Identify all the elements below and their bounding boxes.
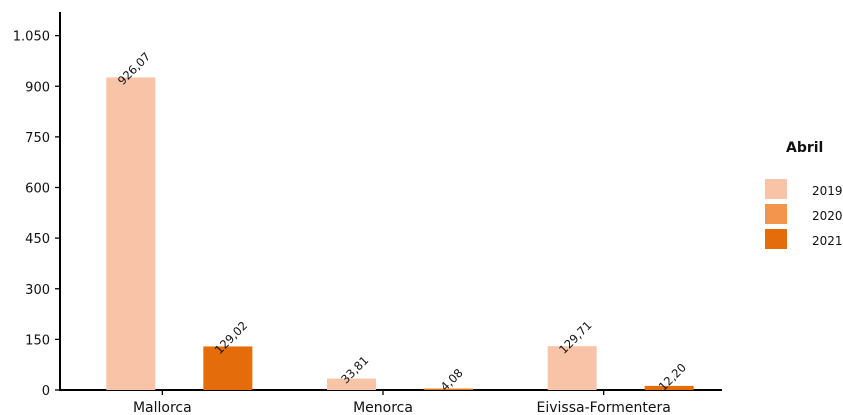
bar-2019 — [327, 378, 376, 390]
y-tick-label: 750 — [25, 131, 50, 146]
category-label: Menorca — [353, 400, 413, 415]
legend-swatch-2019 — [765, 179, 787, 199]
legend-label-2019: 2019 — [812, 184, 843, 198]
y-tick-label: 450 — [25, 232, 50, 247]
legend-item-2019: 2019 — [760, 179, 843, 204]
category-label: Mallorca — [133, 400, 192, 415]
y-tick-label: 1.050 — [13, 30, 50, 45]
bar-2021 — [203, 346, 253, 390]
legend-label-2020: 2020 — [812, 209, 843, 223]
y-tick-label: 900 — [25, 80, 50, 95]
y-tick-label: 0 — [42, 384, 50, 399]
legend-item-2020: 2020 — [760, 204, 843, 229]
category-label: Eivissa-Formentera — [537, 400, 671, 415]
y-tick-label: 150 — [25, 333, 50, 348]
legend-item-2021: 2021 — [760, 229, 843, 254]
legend: Abril 2019 2020 2021 — [760, 140, 843, 254]
legend-swatch-2020 — [765, 204, 787, 224]
legend-swatch-2021 — [765, 229, 787, 249]
y-tick-label: 600 — [25, 182, 50, 197]
bar-2019 — [106, 77, 156, 390]
legend-title: Abril — [786, 140, 824, 156]
bar-2021 — [424, 388, 473, 390]
bar-2021 — [644, 385, 694, 390]
bar-2019 — [547, 346, 597, 390]
y-tick-label: 300 — [25, 283, 50, 298]
legend-label-2021: 2021 — [812, 234, 843, 248]
